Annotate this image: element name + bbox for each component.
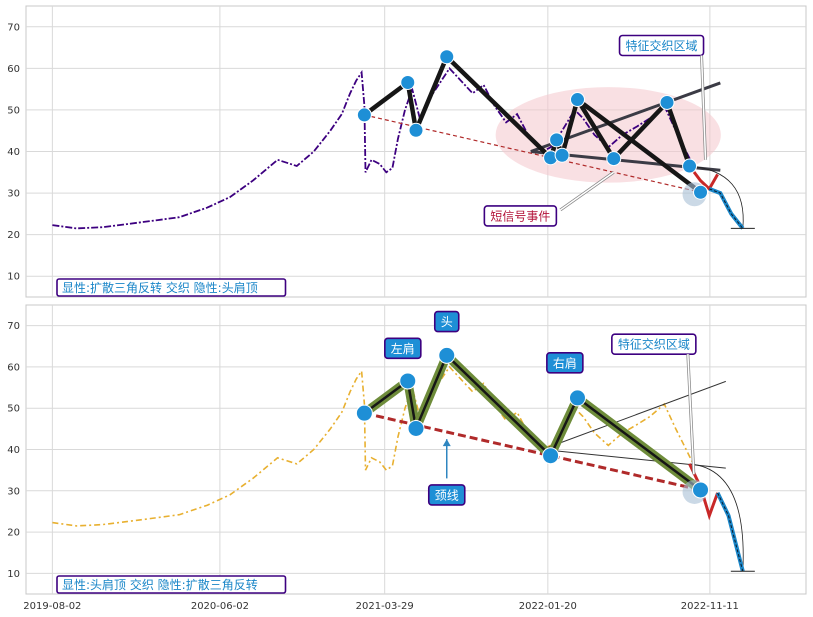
bottom-forecast-blue-dash <box>717 492 744 572</box>
top-pattern-node <box>682 158 698 174</box>
bottom-pattern-line <box>549 396 579 457</box>
bottom-annotation-head: 头 <box>441 315 453 329</box>
bottom-annotation-box-neckline_label <box>427 484 466 506</box>
top-ytick-label: 60 <box>7 64 20 75</box>
bottom-xtick-label: 2019-08-02 <box>23 601 81 612</box>
bottom-annotation-box-feature_zone <box>611 333 697 356</box>
top-pattern-line <box>405 80 419 133</box>
top-feature-pointer-inner <box>700 55 707 160</box>
top-ytick-label: 40 <box>7 147 20 158</box>
top-pattern-line <box>559 97 580 158</box>
bottom-neckline-arrowhead <box>442 439 451 447</box>
bottom-annotation-feature_zone: 特征交织区域 <box>618 337 690 352</box>
top-ytick-label: 20 <box>7 230 20 241</box>
bottom-forecast-red <box>688 463 720 521</box>
bottom-annotation-box-left_shoulder <box>384 337 422 360</box>
top-pattern-node <box>569 92 585 108</box>
top-pattern-line <box>575 97 616 161</box>
top-signal-pointer-inner <box>559 171 615 211</box>
top-forecast-blue-dash <box>709 188 744 229</box>
bottom-annotation-neckline_label: 颈线 <box>435 488 459 502</box>
top-pattern-line <box>444 54 553 160</box>
top-ytick-label: 10 <box>7 272 20 283</box>
bottom-forecast-arc <box>689 463 744 572</box>
bottom-panel: 10 20 30 40 50 60 70 2019-08-02 2020-06-02 2021-0… <box>7 304 807 612</box>
bottom-pattern-line <box>445 354 552 457</box>
bottom-neckline <box>364 411 701 492</box>
bottom-caption-box <box>56 575 287 594</box>
top-caption: 显性:扩散三角反转 交织 隐性:头肩顶 <box>62 280 258 295</box>
top-pattern-line <box>575 97 703 195</box>
bottom-ytick-label: 10 <box>7 569 20 580</box>
top-pattern-line <box>611 100 670 161</box>
bottom-ytick-label: 20 <box>7 528 20 539</box>
top-pattern-line <box>362 80 411 118</box>
bottom-pattern-line <box>363 379 410 415</box>
top-pattern-node <box>659 94 675 110</box>
bottom-xtick-label: 2021-03-29 <box>356 601 414 612</box>
top-pattern-node <box>408 122 424 138</box>
bottom-xtick-label: 2020-06-02 <box>191 601 249 612</box>
bottom-ytick-label: 40 <box>7 445 20 456</box>
bottom-pattern-node <box>542 447 560 465</box>
top-annotation-box-short_signal <box>483 205 558 227</box>
top-pattern-node <box>693 184 709 200</box>
top-annotation-short_signal: 短信号事件 <box>490 209 550 223</box>
bottom-triangle-line <box>542 380 726 450</box>
top-price-line <box>52 66 694 230</box>
bottom-caption: 显性:头肩顶 交织 隐性:扩散三角反转 <box>62 577 258 592</box>
top-forecast-red <box>688 165 719 192</box>
bottom-xtick-label: 2022-01-20 <box>519 601 577 612</box>
bottom-pattern-node <box>438 346 456 364</box>
bottom-pattern-node <box>692 481 710 499</box>
bottom-pattern-line <box>576 396 702 492</box>
bottom-pattern-line <box>414 354 449 430</box>
top-caption-box <box>56 278 287 297</box>
top-annotation-box-feature_zone <box>618 34 705 57</box>
bottom-annotation-left_shoulder: 左肩 <box>391 341 415 356</box>
top-pattern-line <box>664 100 692 169</box>
top-pattern-node <box>549 132 565 148</box>
bottom-annotation-box-right_shoulder <box>546 351 584 374</box>
top-annotation-feature_zone: 特征交织区域 <box>626 38 698 53</box>
top-ytick-label: 70 <box>7 22 20 33</box>
top-ytick-label: 30 <box>7 189 20 200</box>
top-ytick-label: 50 <box>7 105 20 116</box>
top-forecast-arc <box>689 165 744 229</box>
bottom-ytick-label: 60 <box>7 362 20 373</box>
bottom-pattern-node <box>355 404 373 422</box>
bottom-ytick-label: 50 <box>7 404 20 415</box>
bottom-annotation-right_shoulder: 右肩 <box>553 355 577 370</box>
bottom-ytick-label: 30 <box>7 486 20 497</box>
bottom-annotation-box-head <box>433 310 460 333</box>
bottom-pattern-node <box>407 419 425 437</box>
top-pattern-node <box>400 74 416 90</box>
bottom-feature-pointer-inner <box>687 354 695 475</box>
bottom-pattern-node <box>568 389 586 407</box>
top-pattern-node <box>606 151 622 167</box>
bottom-ytick-label: 70 <box>7 321 20 332</box>
bottom-xtick-label: 2022-11-11 <box>681 601 739 612</box>
top-pattern-node <box>554 147 570 163</box>
top-pattern-node <box>439 49 455 65</box>
top-pattern-node <box>356 107 372 123</box>
bottom-pattern-node <box>399 372 417 390</box>
top-pattern-line <box>413 54 450 133</box>
